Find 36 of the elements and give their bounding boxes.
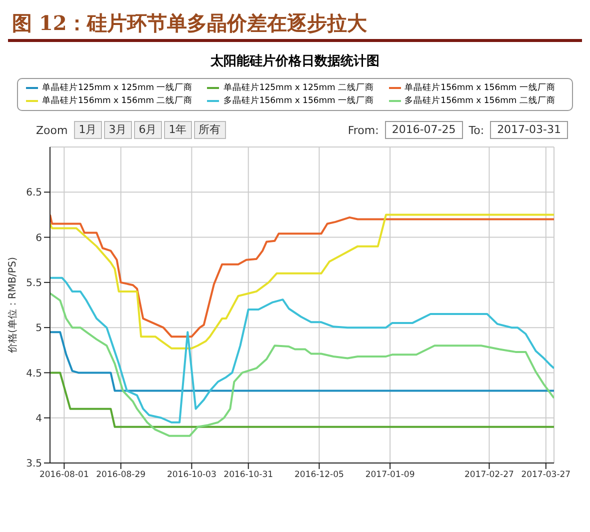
x-tick-label: 2016-12-05 bbox=[294, 470, 344, 480]
y-tick-label: 6 bbox=[36, 232, 42, 244]
legend-label: 单晶硅片125mm x 125mm 二线厂商 bbox=[223, 82, 374, 94]
text: 1月 bbox=[74, 121, 102, 139]
x-tick-label: 2016-10-03 bbox=[166, 470, 216, 480]
chart-subtitle: 太阳能硅片价格日数据统计图 bbox=[209, 52, 380, 70]
y-tick-label: 6.5 bbox=[26, 188, 42, 199]
text: 3月 bbox=[104, 121, 132, 139]
line-series bbox=[50, 331, 554, 392]
x-tick-label: 2017-01-09 bbox=[365, 470, 415, 480]
x-tick-label: 2017-03-27 bbox=[521, 470, 571, 480]
x-tick-label: 2017-02-27 bbox=[464, 470, 514, 480]
text: 6月 bbox=[134, 121, 162, 139]
y-tick-label: 4 bbox=[36, 413, 42, 424]
legend-label: 单晶硅片156mm x 156mm 一线厂商 bbox=[404, 82, 556, 94]
text: To: bbox=[468, 124, 484, 136]
text: Zoom bbox=[36, 124, 68, 136]
line-series bbox=[50, 292, 554, 437]
line-series bbox=[50, 276, 554, 424]
text: 2016-07-25 bbox=[384, 121, 463, 139]
legend-label: 单晶硅片125mm x 125mm 一线厂商 bbox=[42, 82, 193, 94]
y-tick-label: 4.5 bbox=[26, 368, 42, 380]
text: From: bbox=[348, 124, 379, 136]
x-tick-label: 2016-08-29 bbox=[96, 470, 146, 480]
legend-label: 多晶硅片156mm x 156mm 二线厂商 bbox=[404, 95, 556, 107]
y-tick-label: 3.5 bbox=[26, 458, 42, 470]
legend-label: 单晶硅片156mm x 156mm 二线厂商 bbox=[42, 95, 193, 107]
x-tick-label: 2016-10-31 bbox=[224, 470, 274, 480]
x-tick-label: 2016-08-01 bbox=[39, 470, 89, 480]
chart-title: 图 12：硅片环节单多晶价差在逐步拉大 bbox=[8, 8, 582, 42]
text: 2017-03-31 bbox=[490, 121, 568, 139]
text: 1年 bbox=[164, 121, 192, 139]
y-tick-label: 5.5 bbox=[26, 278, 42, 289]
legend-label: 多晶硅片156mm x 156mm 一线厂商 bbox=[223, 95, 374, 107]
text: 所有 bbox=[194, 121, 226, 139]
y-tick-label: 5 bbox=[36, 323, 42, 334]
